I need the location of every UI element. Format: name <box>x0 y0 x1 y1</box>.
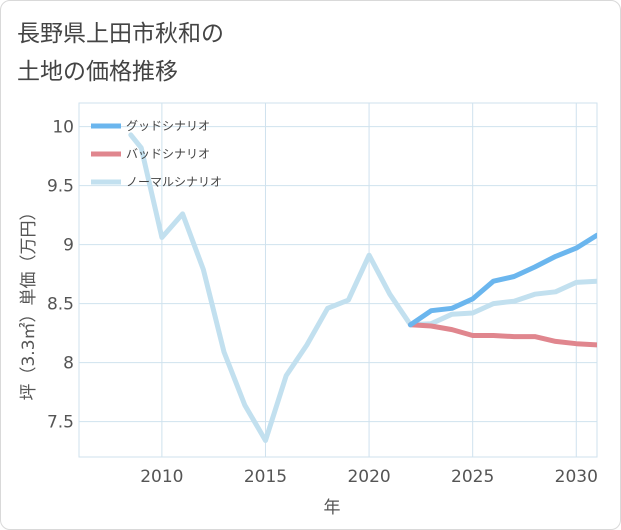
y-tick-label: 7.5 <box>47 413 74 433</box>
series-line-bad <box>408 322 597 348</box>
y-tick-label: 9.5 <box>47 177 74 197</box>
y-tick-label: 10 <box>52 118 74 138</box>
x-tick-label: 2010 <box>140 467 183 487</box>
legend-label-good: グッドシナリオ <box>126 119 210 133</box>
y-tick-label: 8 <box>63 354 74 374</box>
x-axis-title: 年 <box>324 498 341 518</box>
axes: 2010 2015 2020 2025 2030 7.5 8 8.5 9 9.5 10 <box>47 118 598 487</box>
y-tick-label: 9 <box>63 236 74 256</box>
chart-title: 長野県上田市秋和の 土地の価格推移 <box>17 15 224 91</box>
chart-title-line2: 土地の価格推移 <box>17 59 178 85</box>
chart-title-line1: 長野県上田市秋和の <box>17 21 224 47</box>
series-lines <box>128 132 597 443</box>
x-tick-label: 2030 <box>555 467 598 487</box>
legend-label-normal: ノーマルシナリオ <box>126 175 222 189</box>
series-line-normal <box>128 132 597 443</box>
grid <box>78 102 598 458</box>
legend-label-bad: バッドシナリオ <box>126 147 210 161</box>
y-tick-label: 8.5 <box>47 295 74 315</box>
x-tick-label: 2015 <box>244 467 287 487</box>
y-axis-title: 坪（3.3㎡）単価（万円） <box>19 203 39 400</box>
x-tick-label: 2020 <box>347 467 390 487</box>
x-tick-label: 2025 <box>451 467 494 487</box>
series-line-good <box>408 232 597 328</box>
